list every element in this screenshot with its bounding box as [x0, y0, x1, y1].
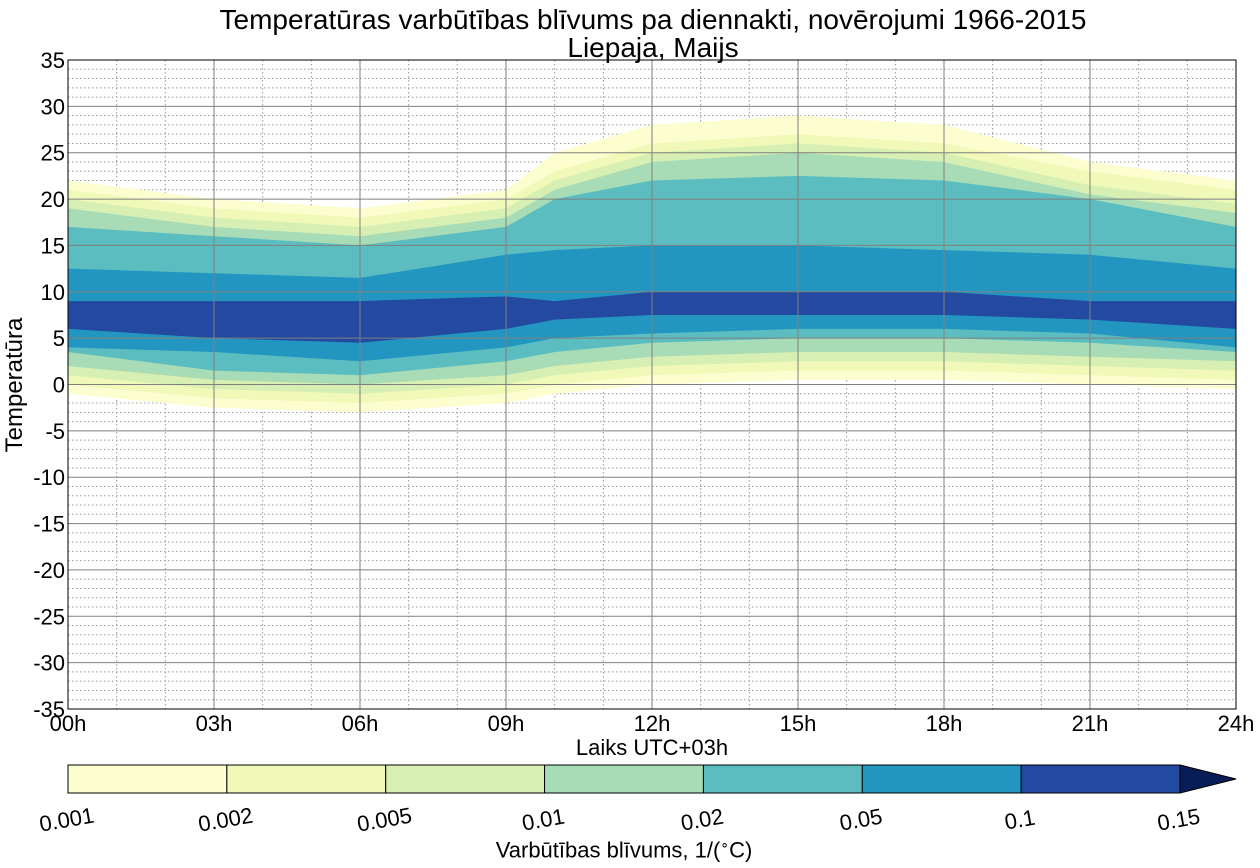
y-tick-label: 30 — [41, 94, 65, 119]
y-tick-label: -30 — [33, 651, 65, 676]
colorbar: 0.001 0.002 0.005 0.01 0.02 0.05 0.1 0.15 — [37, 764, 1237, 837]
y-tick-label: 10 — [41, 280, 65, 305]
y-tick-label: -15 — [33, 512, 65, 537]
colorbar-tick-label: 0.15 — [1155, 804, 1202, 836]
colorbar-tick-label: 0.1 — [1003, 805, 1037, 835]
colorbar-tick-label: 0.005 — [355, 803, 414, 837]
colorbar-segment — [702, 764, 863, 794]
y-tick-label: 20 — [41, 187, 65, 212]
colorbar-segment — [385, 764, 546, 794]
colorbar-segment — [226, 764, 387, 794]
chart-title: Temperatūras varbūtības blīvums pa dienn… — [219, 4, 1087, 35]
y-tick-label: 0 — [53, 373, 65, 398]
y-tick-label: -5 — [45, 419, 65, 444]
y-tick-labels: 35 30 25 20 15 10 5 0 -5 -10 -15 -20 -25 -30 -35 — [33, 48, 65, 722]
x-tick-label: 18h — [926, 711, 963, 736]
colorbar-tick-label: 0.002 — [196, 803, 255, 837]
x-tick-label: 21h — [1072, 711, 1109, 736]
colorbar-tick-label: 0.05 — [838, 804, 885, 836]
colorbar-tick-label: 0.001 — [37, 803, 96, 837]
y-tick-label: -35 — [33, 697, 65, 722]
colorbar-tick-label: 0.01 — [520, 804, 567, 836]
chart-subtitle: Liepaja, Maijs — [567, 32, 739, 63]
colorbar-tick-label: 0.02 — [679, 804, 726, 836]
colorbar-segment — [861, 764, 1022, 794]
plot-frame — [67, 59, 1237, 710]
x-tick-label: 12h — [634, 711, 671, 736]
x-axis-label: Laiks UTC+03h — [575, 735, 729, 760]
x-tick-label: 03h — [196, 711, 233, 736]
y-tick-label: 35 — [41, 48, 65, 73]
x-tick-label: 09h — [488, 711, 525, 736]
colorbar-segment — [544, 764, 704, 794]
x-tick-label: 15h — [780, 711, 817, 736]
y-tick-label: 5 — [53, 326, 65, 351]
y-tick-label: 15 — [41, 233, 65, 258]
x-tick-labels: 00h 03h 06h 09h 12h 15h 18h 21h 24h — [50, 711, 1255, 736]
y-tick-label: -20 — [33, 558, 65, 583]
colorbar-label-text: Varbūtības blīvums, 1/( — [495, 837, 721, 863]
y-tick-label: -25 — [33, 604, 65, 629]
y-tick-label: 25 — [41, 141, 65, 166]
colorbar-label: Varbūtības blīvums, 1/(∘C) — [68, 836, 1180, 863]
colorbar-extend-arrow — [1179, 764, 1237, 794]
colorbar-label-unit: C) — [729, 837, 753, 863]
colorbar-segment — [67, 764, 228, 794]
y-tick-label: -10 — [33, 465, 65, 490]
x-tick-label: 24h — [1218, 711, 1255, 736]
x-tick-label: 00h — [50, 711, 87, 736]
colorbar-segment — [1020, 764, 1181, 794]
colorbar-label-degree: ∘ — [720, 836, 730, 852]
x-tick-label: 06h — [342, 711, 379, 736]
y-axis-label: Temperatūra — [1, 317, 28, 453]
